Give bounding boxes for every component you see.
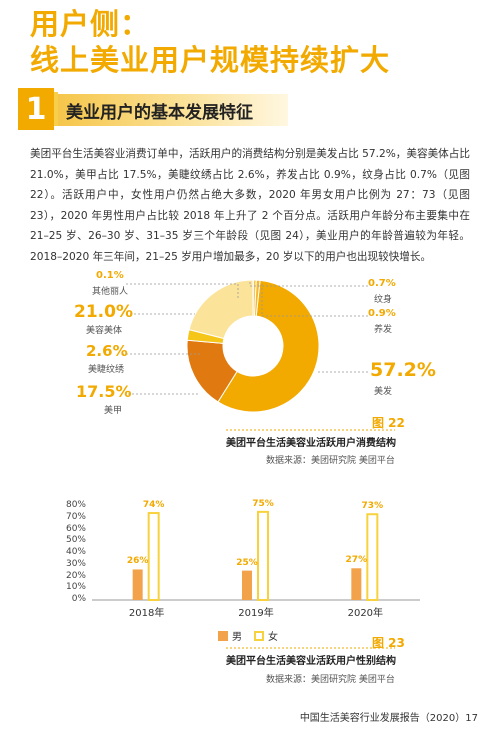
- bar-value-label: 25%: [236, 557, 258, 568]
- bar-female-1: [257, 510, 269, 601]
- bar-value-label: 27%: [345, 555, 368, 566]
- figure-22-caption: 美团平台生活美容业活跃用户消费结构: [226, 438, 396, 449]
- pie-leader-line-4: [249, 280, 368, 287]
- figure-22: 0.1% 其他丽人 21.0% 美容美体 2.6% 美睫纹绣 17.5% 美甲 …: [0, 262, 500, 472]
- page-footer: 中国生活美容行业发展报告（2020）17: [299, 713, 478, 724]
- bar-value-label: 74%: [142, 500, 165, 511]
- x-tick-label: 2020年: [347, 608, 384, 619]
- headline-line-2: 线上美业用户规模持续扩大: [30, 43, 391, 77]
- x-tick-label: 2018年: [128, 608, 165, 619]
- figure-23-caption: 美团平台生活美容业活跃用户性别结构: [226, 656, 396, 667]
- bar-male-2: [351, 568, 362, 600]
- pie-slice-3: [188, 279, 254, 340]
- pie-slice-6: [253, 279, 261, 317]
- section-title: 美业用户的基本发展特征: [58, 94, 288, 126]
- pie-chart: [122, 279, 395, 431]
- figure-23-source: 数据来源：美团研究院 美团平台: [266, 675, 395, 685]
- pie-label-hair-care: 养发: [374, 325, 393, 335]
- legend-male: 男: [218, 628, 242, 643]
- y-tick-label: 20%: [65, 570, 86, 581]
- legend-female-label: 女: [268, 632, 278, 643]
- pie-label-tattoo: 纹身: [374, 295, 393, 305]
- pie-label-other: 其他丽人: [92, 287, 129, 297]
- section-header: 1 美业用户的基本发展特征: [0, 88, 500, 134]
- bar-female-2: [366, 513, 379, 602]
- pie-value-hair-care: 0.9%: [368, 308, 396, 319]
- bar-value-label: 73%: [361, 501, 384, 512]
- x-tick-label: 2019年: [238, 608, 274, 619]
- y-tick-label: 60%: [65, 523, 86, 534]
- bar-value-label: 75%: [252, 498, 274, 509]
- y-tick-label: 30%: [65, 558, 86, 569]
- pie-value-hair: 57.2%: [370, 359, 436, 381]
- legend-female: 女: [254, 628, 278, 643]
- pie-leader-line-0: [126, 283, 239, 298]
- bar-female-0: [147, 512, 160, 601]
- bar-male-0: [132, 569, 143, 600]
- y-tick-label: 50%: [65, 535, 86, 546]
- pie-label-hair: 美发: [374, 387, 393, 397]
- legend-female-swatch: [254, 630, 264, 641]
- figure-23: 0% 10% 20% 30% 40% 50% 60% 70% 80% 2018年 2019年 202…: [0, 492, 500, 732]
- bar-chart: [92, 510, 420, 649]
- pie-value-other: 0.1%: [96, 270, 124, 281]
- y-tick-label: 10%: [65, 582, 86, 593]
- pie-label-beauty-body: 美容美体: [86, 326, 123, 336]
- bar-male-1: [242, 570, 252, 600]
- y-tick-label: 40%: [65, 547, 86, 557]
- figure-23-tag: 图 23: [372, 636, 405, 650]
- pie-value-tattoo: 0.7%: [368, 278, 396, 289]
- bar-value-label: 26%: [126, 556, 149, 567]
- pie-value-beauty-body: 21.0%: [74, 302, 133, 322]
- figure-22-tag: 图 22: [372, 416, 405, 430]
- pie-value-lashes: 2.6%: [86, 342, 128, 360]
- headline-line-1: 用户侧：: [30, 7, 151, 41]
- y-tick-label: 70%: [65, 511, 86, 522]
- pie-label-lashes: 美睫纹绣: [88, 365, 125, 375]
- y-tick-label: 0%: [71, 594, 86, 604]
- body-paragraph: 美团平台生活美容业消费订单中，活跃用户的消费结构分别是美发占比 57.2%，美容…: [30, 148, 470, 263]
- figure-22-source: 数据来源：美团研究院 美团平台: [266, 456, 395, 466]
- pie-label-nails: 美甲: [104, 406, 123, 416]
- legend-male-label: 男: [232, 632, 242, 643]
- legend-male-swatch: [218, 630, 228, 641]
- y-tick-label: 80%: [65, 500, 86, 510]
- pie-value-nails: 17.5%: [76, 382, 132, 401]
- section-number: 1: [18, 88, 58, 130]
- pie-leader-line-5: [261, 282, 368, 317]
